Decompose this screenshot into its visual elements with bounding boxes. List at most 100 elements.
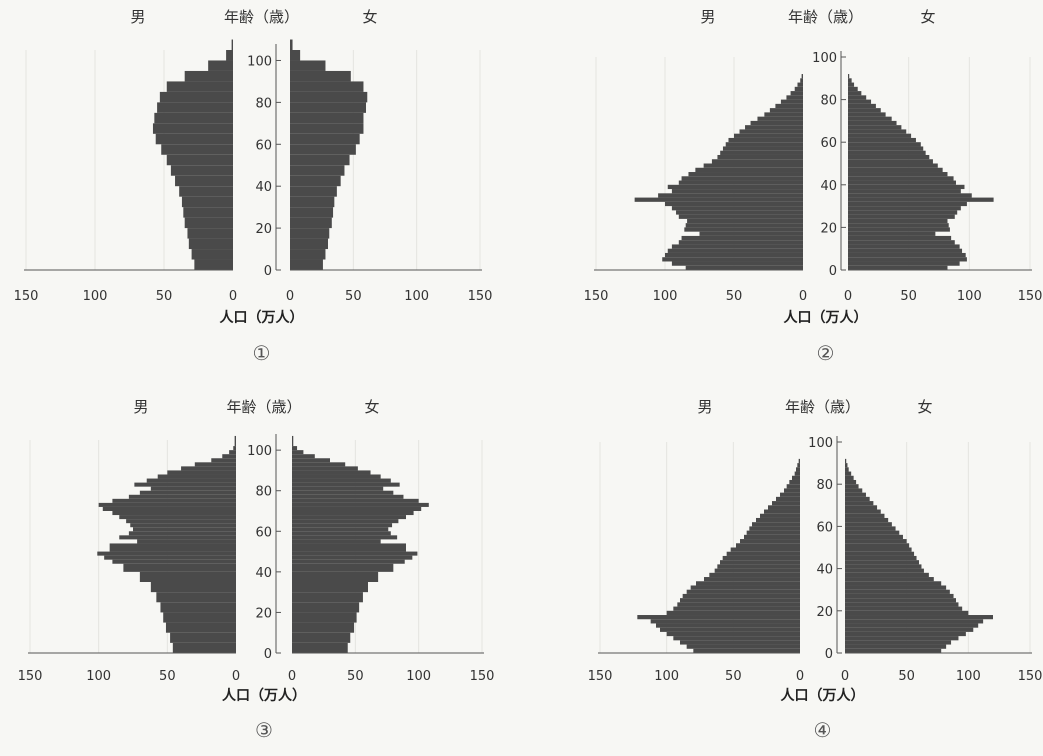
header-female: 女 bbox=[362, 8, 377, 26]
bar-male bbox=[686, 644, 800, 649]
bar-male bbox=[234, 435, 236, 447]
age-tick-label: 0 bbox=[264, 647, 272, 662]
bar-male bbox=[685, 265, 803, 270]
age-tick-label: 80 bbox=[820, 94, 837, 109]
bar-male bbox=[711, 159, 803, 164]
bar-female bbox=[292, 478, 391, 483]
bar-female bbox=[290, 133, 360, 145]
bar-male bbox=[684, 227, 803, 232]
bar-female bbox=[845, 530, 900, 535]
bar-female bbox=[845, 568, 924, 573]
bar-male bbox=[680, 598, 800, 603]
bar-female bbox=[845, 551, 915, 556]
bar-male bbox=[736, 543, 800, 548]
age-tick-label: 0 bbox=[829, 264, 837, 279]
bar-female bbox=[845, 589, 950, 594]
bar-female bbox=[848, 74, 850, 79]
bar-male bbox=[690, 585, 800, 590]
bar-male bbox=[666, 631, 800, 637]
bar-female bbox=[845, 577, 934, 582]
bar-female bbox=[292, 571, 379, 582]
bar-male bbox=[730, 547, 800, 552]
bar-male bbox=[191, 249, 233, 260]
bar-male bbox=[194, 259, 233, 270]
panel-number: ③ bbox=[255, 718, 273, 742]
bar-male bbox=[139, 571, 236, 582]
bar-male bbox=[750, 120, 803, 126]
bar-female bbox=[848, 197, 994, 202]
header-female: 女 bbox=[920, 8, 935, 26]
bar-female bbox=[848, 146, 924, 151]
bar-male bbox=[130, 523, 236, 528]
bar-female bbox=[292, 435, 294, 447]
bar-male bbox=[112, 498, 236, 503]
age-tick-label: 20 bbox=[820, 221, 837, 236]
bar-female bbox=[845, 467, 849, 472]
bar-female bbox=[845, 593, 954, 599]
bar-male bbox=[181, 466, 236, 471]
x-axis-label: 人口（万人） bbox=[222, 687, 306, 704]
bar-female bbox=[290, 207, 334, 218]
bar-female bbox=[292, 592, 363, 603]
bar-male bbox=[128, 494, 236, 499]
bar-male bbox=[160, 602, 236, 613]
x-tick-label-male: 0 bbox=[796, 669, 804, 684]
x-tick-label-male: 100 bbox=[654, 669, 679, 684]
bar-male bbox=[112, 511, 236, 516]
bar-male bbox=[780, 99, 803, 104]
bar-female bbox=[292, 543, 406, 552]
bar-male bbox=[797, 463, 800, 468]
bar-male bbox=[678, 214, 803, 219]
bar-female bbox=[845, 581, 942, 586]
pyramid-panel-3: 0 20 40 60 80 100 150 100 50 0 0 50 100 150 男 年齢（歳） 女人口（… bbox=[18, 398, 495, 742]
bar-male bbox=[159, 91, 233, 103]
bar-female bbox=[848, 210, 958, 215]
bar-male bbox=[800, 78, 803, 83]
bar-female bbox=[292, 582, 368, 593]
bar-male bbox=[187, 228, 233, 239]
age-tick-label: 100 bbox=[247, 54, 272, 69]
bar-female bbox=[290, 81, 364, 92]
bar-male bbox=[801, 74, 803, 79]
bar-female bbox=[845, 636, 959, 641]
age-tick-label: 100 bbox=[812, 51, 837, 66]
bar-male bbox=[233, 446, 236, 451]
bar-female bbox=[845, 572, 929, 578]
bar-female bbox=[292, 632, 351, 643]
x-tick-label-male: 150 bbox=[18, 669, 43, 684]
bar-male bbox=[161, 144, 233, 155]
age-tick-label: 60 bbox=[255, 138, 272, 153]
age-tick-label: 40 bbox=[820, 179, 837, 194]
bar-male bbox=[157, 102, 233, 113]
bar-male bbox=[166, 81, 233, 92]
x-tick-label-female: 50 bbox=[900, 289, 917, 304]
bar-female bbox=[845, 547, 912, 552]
bar-female bbox=[292, 494, 404, 499]
bar-female bbox=[848, 154, 930, 160]
bar-female bbox=[848, 103, 876, 109]
bar-male bbox=[665, 252, 803, 258]
bar-female bbox=[292, 486, 384, 491]
x-tick-label-female: 0 bbox=[288, 669, 296, 684]
bar-female bbox=[845, 606, 963, 611]
bar-female bbox=[290, 102, 366, 113]
bar-male bbox=[126, 519, 236, 524]
bar-female bbox=[292, 502, 429, 507]
bar-female bbox=[292, 515, 406, 520]
bar-female bbox=[290, 249, 326, 260]
bar-male bbox=[796, 467, 800, 472]
bar-female bbox=[290, 50, 301, 61]
header-age: 年齢（歳） bbox=[785, 398, 860, 416]
bar-female bbox=[848, 261, 960, 266]
x-axis-label: 人口（万人） bbox=[781, 687, 865, 704]
x-tick-label-female: 50 bbox=[347, 669, 364, 684]
x-tick-label-female: 50 bbox=[345, 289, 362, 304]
bar-male bbox=[152, 123, 233, 134]
bar-female bbox=[292, 535, 398, 540]
bar-male bbox=[695, 167, 803, 173]
bar-female bbox=[845, 585, 947, 590]
bar-male bbox=[157, 474, 236, 479]
bar-female bbox=[290, 144, 356, 155]
